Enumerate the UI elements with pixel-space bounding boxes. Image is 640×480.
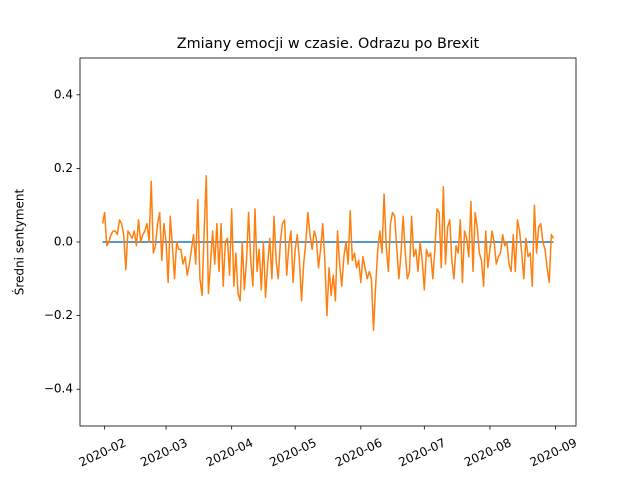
- series-line: [101, 175, 555, 332]
- y-tick-label: 0.4: [54, 87, 73, 101]
- chart-title: Zmiany emocji w czasie. Odrazu po Brexit: [177, 36, 480, 52]
- y-axis-label: Średni sentyment: [12, 188, 27, 295]
- y-tick-label: 0.0: [54, 235, 73, 249]
- y-tick-label: −0.2: [44, 308, 73, 322]
- y-tick-label: −0.4: [44, 382, 73, 396]
- y-tick-label: 0.2: [54, 161, 73, 175]
- plot-frame: [79, 57, 577, 427]
